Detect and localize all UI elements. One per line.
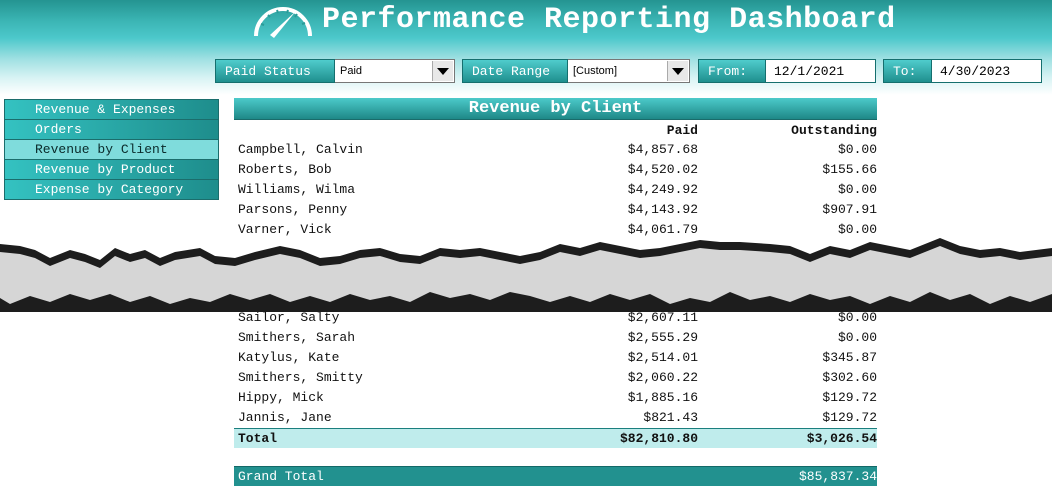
dropdown-arrow-button[interactable] [432,61,453,81]
client-name: Campbell, Calvin [238,142,363,157]
table-row: Smithers, Sarah $2,555.29 $0.00 [234,328,877,348]
from-label: From: [698,59,766,83]
paid-amount: $821.43 [643,410,698,425]
speedometer-icon [254,7,312,38]
paid-amount: $4,061.79 [627,222,698,237]
client-name: Sailor, Salty [238,310,340,325]
client-name: Parsons, Penny [238,202,348,217]
report-nav: Revenue & Expenses Orders Revenue by Cli… [4,99,219,200]
grand-total-label: Grand Total [238,469,324,484]
table-row: Campbell, Calvin $4,857.68 $0.00 [234,140,877,160]
paid-amount: $1,885.16 [627,390,698,405]
client-name: Roberts, Bob [238,162,332,177]
to-date-input[interactable]: 4/30/2023 [932,59,1042,83]
outstanding-amount: $155.66 [822,162,877,177]
paid-amount: $2,060.22 [627,370,698,385]
paid-amount: $4,520.02 [627,162,698,177]
paid-amount: $4,249.92 [627,182,698,197]
paid-status-value: Paid [340,65,363,77]
total-outstanding: $3,026.54 [806,431,877,446]
column-header-outstanding: Outstanding [791,123,877,138]
nav-item-revenue-expenses[interactable]: Revenue & Expenses [5,100,218,120]
outstanding-amount: $0.00 [837,310,877,325]
total-row: Total $82,810.80 $3,026.54 [234,428,877,448]
client-name: Jannis, Jane [238,410,332,425]
client-name: Smithers, Sarah [238,330,356,345]
nav-item-revenue-by-client[interactable]: Revenue by Client [5,140,218,160]
table-row: Katylus, Kate $2,514.01 $345.87 [234,348,877,368]
title-bar: Performance Reporting Dashboard [250,0,896,40]
total-label: Total [238,431,278,446]
chevron-down-icon [437,67,449,75]
outstanding-amount: $345.87 [822,350,877,365]
paid-amount: $2,514.01 [627,350,698,365]
nav-item-orders[interactable]: Orders [5,120,218,140]
table-row: Parsons, Penny $4,143.92 $907.91 [234,200,877,220]
from-date-filter: From: 12/1/2021 [698,59,876,83]
date-range-label: Date Range [462,59,568,83]
client-name: Katylus, Kate [238,350,340,365]
client-name: Williams, Wilma [238,182,356,197]
dashboard-header: Performance Reporting Dashboard [0,0,1052,95]
paid-status-filter: Paid Status Paid [215,59,455,83]
outstanding-amount: $0.00 [837,222,877,237]
table-row: Sailor, Salty $2,607.11 $0.00 [234,308,877,328]
nav-item-revenue-by-product[interactable]: Revenue by Product [5,160,218,180]
paid-status-dropdown[interactable]: Paid [335,59,455,83]
paid-amount: $2,607.11 [627,310,698,325]
outstanding-amount: $907.91 [822,202,877,217]
table-row: Roberts, Bob $4,520.02 $155.66 [234,160,877,180]
column-headers: Paid Outstanding [234,121,877,140]
paid-amount: $2,555.29 [627,330,698,345]
date-range-filter: Date Range [Custom] [462,59,690,83]
table-row: Hippy, Mick $1,885.16 $129.72 [234,388,877,408]
date-range-value: [Custom] [573,65,618,77]
client-name: Smithers, Smitty [238,370,363,385]
outstanding-amount: $129.72 [822,410,877,425]
date-range-dropdown[interactable]: [Custom] [568,59,690,83]
torn-edge-divider [0,238,1052,312]
column-header-name [234,121,538,140]
outstanding-amount: $129.72 [822,390,877,405]
client-name: Hippy, Mick [238,390,324,405]
grand-total-value: $85,837.34 [798,469,877,484]
page-title: Performance Reporting Dashboard [322,3,896,37]
table-row: Williams, Wilma $4,249.92 $0.00 [234,180,877,200]
paid-amount: $4,857.68 [627,142,698,157]
nav-item-expense-by-category[interactable]: Expense by Category [5,180,218,199]
from-date-input[interactable]: 12/1/2021 [766,59,876,83]
column-header-paid: Paid [666,123,698,138]
outstanding-amount: $302.60 [822,370,877,385]
table-row: Jannis, Jane $821.43 $129.72 [234,408,877,428]
grand-total-row: Grand Total $85,837.34 [234,466,877,486]
paid-status-label: Paid Status [215,59,335,83]
dropdown-arrow-button[interactable] [667,61,688,81]
outstanding-amount: $0.00 [837,182,877,197]
chevron-down-icon [672,67,684,75]
table-row: Varner, Vick $4,061.79 $0.00 [234,220,877,240]
total-paid: $82,810.80 [619,431,698,446]
outstanding-amount: $0.00 [837,142,877,157]
client-name: Varner, Vick [238,222,332,237]
table-row: Smithers, Smitty $2,060.22 $302.60 [234,368,877,388]
to-label: To: [883,59,932,83]
revenue-by-client-report: Revenue by Client Paid Outstanding Campb… [234,98,877,448]
to-date-filter: To: 4/30/2023 [883,59,1042,83]
outstanding-amount: $0.00 [837,330,877,345]
paid-amount: $4,143.92 [627,202,698,217]
report-title: Revenue by Client [234,98,877,120]
